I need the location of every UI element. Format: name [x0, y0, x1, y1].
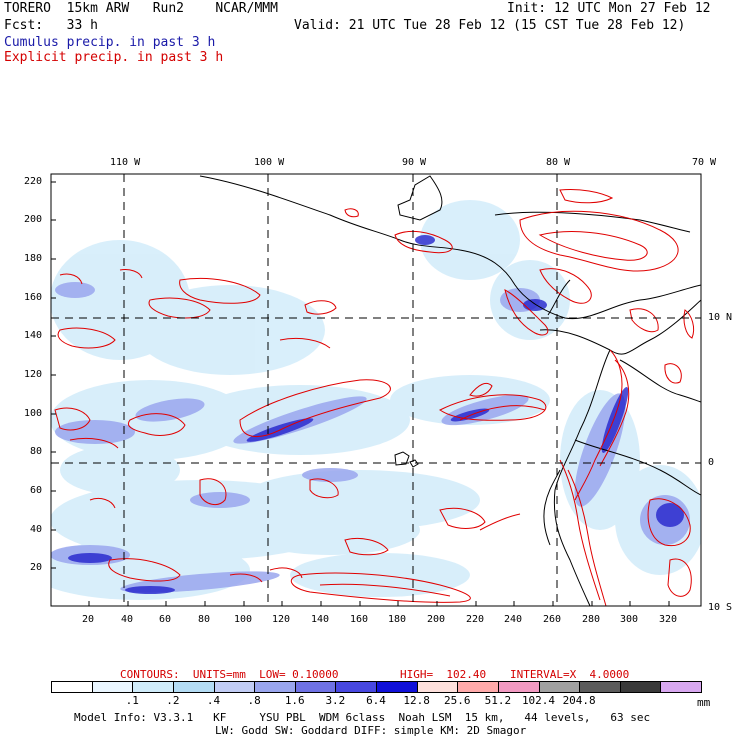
y-tick-label: 220 [24, 176, 43, 187]
y-tick-label: 160 [24, 292, 43, 303]
colorbar-segment [335, 681, 377, 693]
valid-time: Valid: 21 UTC Tue 28 Feb 12 (15 CST Tue … [294, 18, 686, 33]
x-tick-label: 300 [620, 614, 639, 625]
colorbar-segment [51, 681, 93, 693]
x-tick-label: 160 [350, 614, 369, 625]
y-tick-label: 120 [24, 369, 43, 380]
physics-info: LW: Godd SW: Goddard DIFF: simple KM: 2D… [215, 724, 527, 737]
model-info: Model Info: V3.3.1 KF YSU PBL WDM 6class… [74, 711, 651, 724]
y-tick-label: 20 [30, 562, 43, 573]
x-tick-label: 280 [582, 614, 601, 625]
lon-label-100w: 100 W [254, 157, 285, 168]
colorbar-label: .8 [247, 694, 261, 707]
contours-units: CONTOURS: UNITS=mm LOW= 0.10000 [120, 668, 339, 681]
x-tick-label: 60 [159, 614, 172, 625]
colorbar-segment [660, 681, 702, 693]
y-tick-label: 180 [24, 253, 43, 264]
colorbar-segment [497, 681, 540, 693]
lat-label-10s: 10 S [708, 602, 733, 613]
colorbar-segment [416, 681, 459, 693]
lat-label-0: 0 [708, 457, 715, 468]
x-tick-label: 180 [388, 614, 407, 625]
colorbar-label: 25.6 [444, 694, 471, 707]
colorbar-label: 1.6 [284, 694, 305, 707]
explicit-precip-contours [54, 189, 695, 606]
y-tick-label: 60 [30, 485, 43, 496]
colorbar-label: 102.4 [521, 694, 556, 707]
colorbar-label: 204.8 [562, 694, 596, 707]
colorbar-label: 12.8 [403, 694, 430, 707]
colorbar-label: .1 [125, 694, 139, 707]
contours-interval: INTERVAL=X 4.0000 [510, 668, 630, 681]
colorbar-label: .4 [206, 694, 221, 707]
lon-label-110w: 110 W [110, 157, 141, 168]
explicit-legend: Explicit precip. in past 3 h [4, 50, 224, 65]
lon-label-90w: 90 W [402, 157, 427, 168]
cumulus-legend: Cumulus precip. in past 3 h [4, 35, 216, 50]
colorbar-label: 51.2 [484, 694, 512, 707]
x-tick-marks [88, 601, 670, 606]
colorbar-segment [376, 681, 418, 693]
y-tick-label: 140 [24, 330, 43, 341]
coastlines [199, 175, 701, 606]
x-tick-label: 40 [121, 614, 134, 625]
colorbar-segment [579, 681, 621, 693]
cumulus-light-field [51, 200, 701, 600]
x-tick-label: 200 [427, 614, 446, 625]
y-tick-label: 100 [24, 408, 43, 419]
colorbar-segment [172, 681, 215, 693]
lat-lon-grid [51, 174, 701, 606]
colorbar-label: .2 [166, 694, 180, 707]
x-tick-label: 80 [198, 614, 211, 625]
lon-label-80w: 80 W [546, 157, 571, 168]
colorbar-segment [457, 681, 499, 693]
x-tick-label: 140 [311, 614, 330, 625]
header-title: TORERO 15km ARW Run2 NCAR/MMM [4, 1, 278, 16]
colorbar-segment [91, 681, 134, 693]
contours-high: HIGH= 102.40 [400, 668, 487, 681]
x-tick-label: 20 [82, 614, 95, 625]
y-tick-marks [51, 181, 56, 569]
colorbar-segment [213, 681, 256, 693]
colorbar-segment [538, 681, 581, 693]
colorbar-segment [132, 681, 174, 693]
colorbar-units: mm [697, 696, 711, 709]
x-tick-label: 240 [504, 614, 523, 625]
plot-frame [50, 173, 702, 607]
colorbar-label: 3.2 [325, 694, 346, 707]
lat-label-10n: 10 N [708, 312, 733, 323]
lon-label-70w: 70 W [692, 157, 717, 168]
x-tick-label: 100 [234, 614, 253, 625]
colorbar-segment [294, 681, 337, 693]
x-tick-label: 260 [543, 614, 562, 625]
init-time: Init: 12 UTC Mon 27 Feb 12 [507, 1, 711, 16]
forecast-hour: Fcst: 33 h [4, 18, 98, 33]
colorbar-segment [254, 681, 296, 693]
x-tick-label: 320 [659, 614, 678, 625]
y-tick-label: 200 [24, 214, 43, 225]
x-tick-label: 120 [272, 614, 291, 625]
x-tick-label: 220 [466, 614, 485, 625]
y-tick-label: 80 [30, 446, 43, 457]
colorbar-label: 6.4 [366, 694, 386, 707]
y-tick-label: 40 [30, 524, 43, 535]
colorbar-segment [619, 681, 662, 693]
